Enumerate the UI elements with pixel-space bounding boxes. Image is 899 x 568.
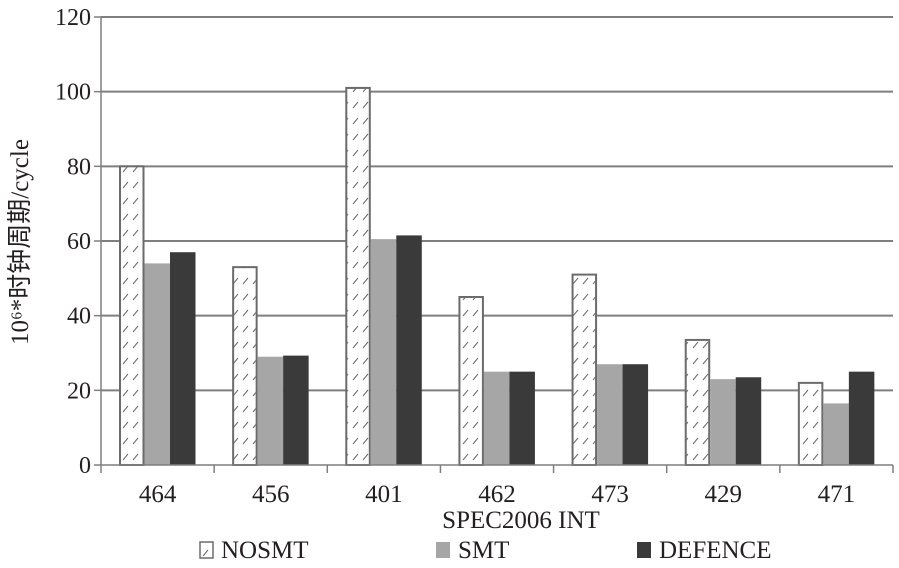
y-tick-label: 120	[55, 5, 91, 31]
x-tick-label: 456	[252, 481, 290, 508]
y-tick-label: 60	[67, 229, 91, 255]
y-tick-label: 0	[79, 453, 91, 479]
bar-nosmt	[119, 165, 145, 466]
bar-smt	[597, 364, 623, 465]
bar-smt	[144, 263, 170, 465]
bar-defence	[848, 371, 875, 465]
y-tick-label: 80	[67, 154, 91, 180]
legend: NOSMT SMT DEFENCE	[199, 537, 772, 564]
bar-smt	[710, 379, 736, 465]
bar-smt	[483, 371, 510, 465]
bars	[119, 86, 875, 467]
legend-swatch-nosmt	[199, 541, 214, 559]
legend-label-nosmt: NOSMT	[221, 537, 309, 564]
gridlines	[101, 16, 893, 392]
x-tick-label: 473	[591, 481, 629, 508]
y-tick-label: 40	[67, 304, 91, 330]
bar-nosmt	[458, 296, 484, 466]
bar-nosmt	[684, 338, 711, 466]
bar-defence	[283, 355, 309, 465]
bar-defence	[622, 364, 649, 465]
x-tick-label: 464	[139, 481, 177, 508]
x-axis-label: SPEC2006 INT	[442, 507, 600, 534]
legend-swatch-defence	[637, 542, 651, 558]
legend-swatch-smt	[436, 542, 450, 558]
y-tick-label: 100	[55, 80, 91, 106]
y-tick-label: 20	[67, 378, 91, 404]
bar-defence	[170, 252, 196, 465]
bar-smt	[370, 239, 397, 465]
y-axis-label: 10⁶*时钟周期/cycle	[6, 139, 34, 345]
bar-nosmt	[345, 86, 371, 467]
legend-label-smt: SMT	[458, 537, 509, 564]
bar-defence	[396, 235, 422, 465]
bar-smt	[257, 356, 284, 465]
x-tick-label: 471	[818, 481, 856, 508]
bar-nosmt	[797, 381, 824, 466]
bar-smt	[823, 403, 849, 465]
bar-defence	[735, 377, 762, 465]
x-tick-label: 429	[705, 481, 743, 508]
bar-nosmt	[232, 266, 258, 466]
legend-label-defence: DEFENCE	[659, 537, 772, 564]
axes: 0 20 40 60 80 100 120 464 456 401 462 473 429 471	[55, 5, 894, 508]
x-tick-label: 401	[365, 481, 403, 508]
bar-nosmt	[571, 273, 598, 466]
x-tick-label: 462	[478, 481, 516, 508]
bar-defence	[509, 371, 535, 465]
